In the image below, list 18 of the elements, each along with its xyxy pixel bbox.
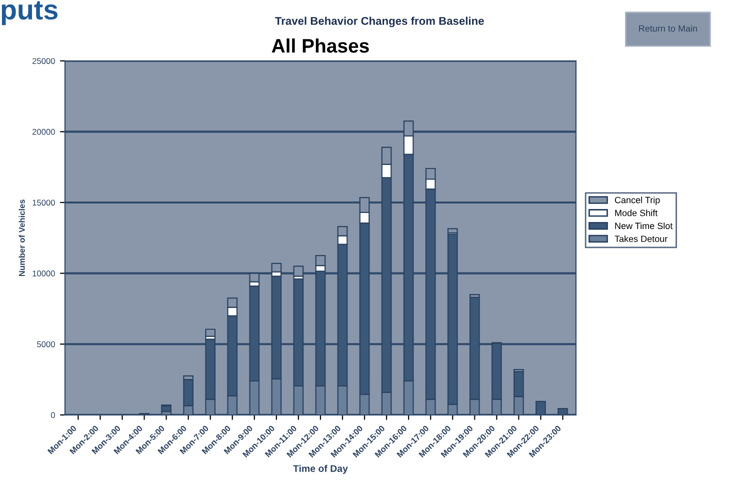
legend-label: New Time Slot [615,222,673,230]
y-tick-label: 0 [50,412,55,418]
x-axis-title: Time of Day [293,464,348,474]
y-tick-label: 5000 [37,341,55,348]
y-axis-title: Number of Vehicles [18,200,25,276]
y-tick-label: 15000 [32,200,55,206]
y-tick-label: 20000 [32,128,55,135]
bar [271,262,282,272]
bar [205,328,216,337]
chart-subtitle: Travel Behavior Changes from Baseline [275,16,484,28]
text: Return to Main [639,25,697,32]
text: puts [2,1,58,26]
legend-label: Mode Shift [615,210,658,216]
legend-label: Takes Detour [614,235,668,242]
y-tick-label: 10000 [32,270,55,276]
chart-title: All Phases [272,38,369,53]
y-tick-label: 25000 [32,58,55,64]
legend-label: Cancel Trip [614,196,660,206]
